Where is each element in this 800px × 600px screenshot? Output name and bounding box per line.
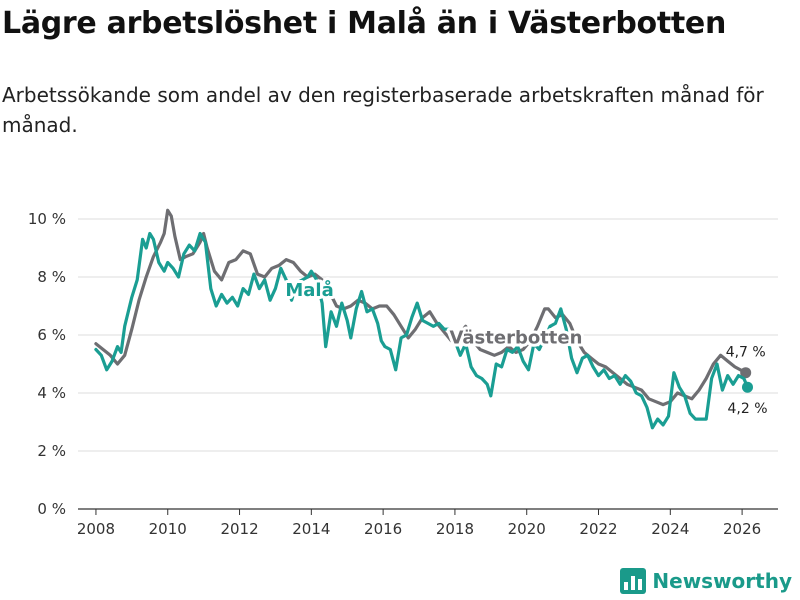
x-tick-label: 2010 <box>149 520 187 538</box>
x-tick-label: 2020 <box>508 520 546 538</box>
series-label-mala-halo: Malå <box>285 279 333 301</box>
y-tick-label: 10 % <box>28 210 66 228</box>
newsworthy-logo-text: Newsworthy <box>652 569 792 593</box>
x-tick-label: 2012 <box>220 520 258 538</box>
x-tick-label: 2016 <box>364 520 402 538</box>
y-tick-label: 4 % <box>37 384 66 402</box>
x-tick-label: 2014 <box>292 520 330 538</box>
newsworthy-logo-icon <box>620 568 647 594</box>
y-tick-label: 8 % <box>37 268 66 286</box>
chart-title: Lägre arbetslöshet i Malå än i Västerbot… <box>2 6 727 41</box>
series-line-västerbotten <box>94 208 748 407</box>
axes: 0 % 2 % 4 % 6 % 8 % 10 % 2008 2010 2012 2014 2016 2… <box>28 210 761 538</box>
x-tick-label: 2026 <box>723 520 761 538</box>
grid-lines <box>78 218 778 510</box>
series-end-dot-västerbotten <box>740 367 752 379</box>
series-label-vasterbotten-halo: Västerbotten <box>449 328 582 349</box>
series-lines <box>94 208 753 430</box>
x-tick-label: 2022 <box>579 520 617 538</box>
x-tick-label: 2024 <box>651 520 689 538</box>
y-tick-label: 2 % <box>37 442 66 460</box>
series-end-dot-malå <box>741 381 753 393</box>
series-label-mala: Malå <box>285 279 333 301</box>
end-value-label-vasterbotten: 4,7 % <box>726 345 766 361</box>
y-tick-label: 6 % <box>37 326 66 344</box>
y-tick-label: 0 % <box>37 500 66 518</box>
series-label-vasterbotten: Västerbotten <box>449 328 582 349</box>
series-line-malå <box>94 231 750 430</box>
end-value-label-mala: 4,2 % <box>727 401 767 417</box>
chart-subtitle: Arbetssökande som andel av den registerb… <box>2 83 764 137</box>
x-tick-label: 2008 <box>77 520 115 538</box>
newsworthy-logo: Newsworthy <box>620 568 792 594</box>
x-tick-label: 2018 <box>436 520 474 538</box>
